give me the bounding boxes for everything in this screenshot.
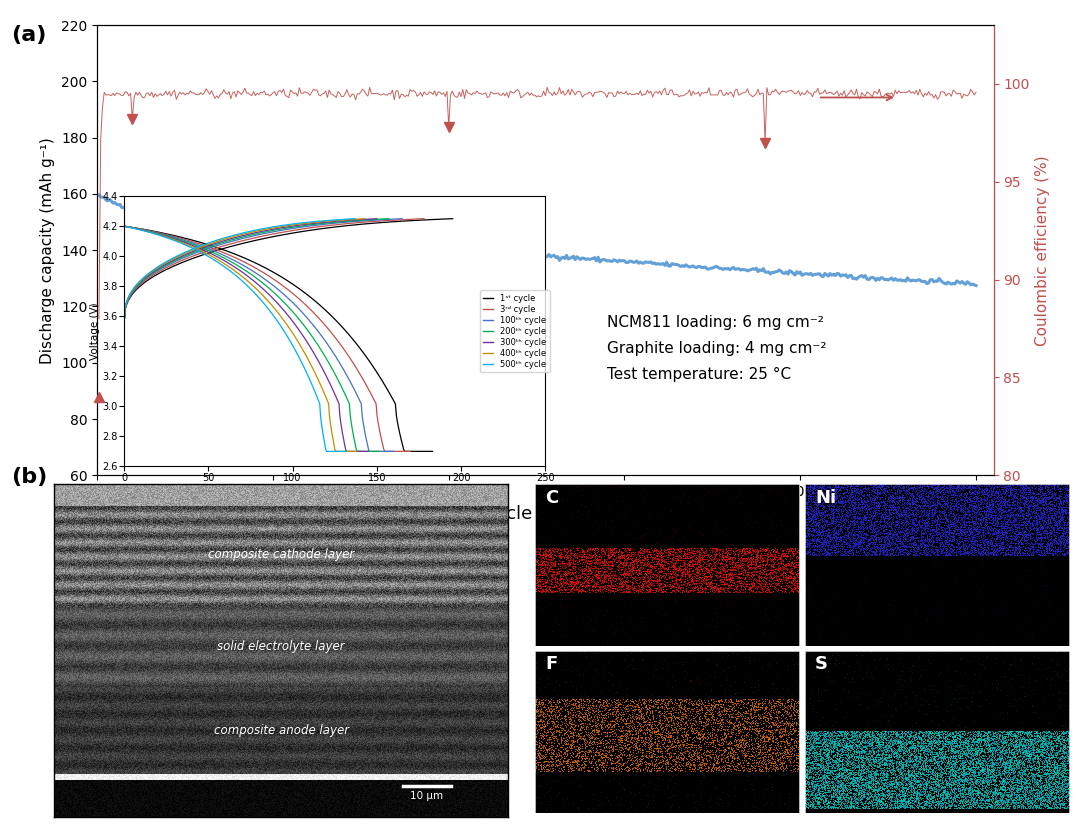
X-axis label: Cycle number: Cycle number bbox=[483, 505, 608, 523]
Text: solid electrolyte layer: solid electrolyte layer bbox=[217, 641, 345, 653]
Text: NCM811 loading: 6 mg cm⁻²
Graphite loading: 4 mg cm⁻²
Test temperature: 25 °C: NCM811 loading: 6 mg cm⁻² Graphite loadi… bbox=[607, 315, 826, 382]
Text: S: S bbox=[815, 656, 828, 673]
Text: (a): (a) bbox=[11, 25, 46, 45]
Text: F: F bbox=[545, 656, 557, 673]
Text: composite anode layer: composite anode layer bbox=[214, 725, 349, 737]
Text: C: C bbox=[545, 489, 558, 506]
Y-axis label: Coulombic efficiency (%): Coulombic efficiency (%) bbox=[1036, 155, 1050, 345]
Text: composite cathode layer: composite cathode layer bbox=[208, 548, 354, 560]
Text: 10 μm: 10 μm bbox=[410, 791, 444, 801]
Text: Ni: Ni bbox=[815, 489, 836, 506]
Y-axis label: Discharge capacity (mAh g⁻¹): Discharge capacity (mAh g⁻¹) bbox=[40, 137, 55, 364]
Text: (b): (b) bbox=[11, 467, 48, 487]
